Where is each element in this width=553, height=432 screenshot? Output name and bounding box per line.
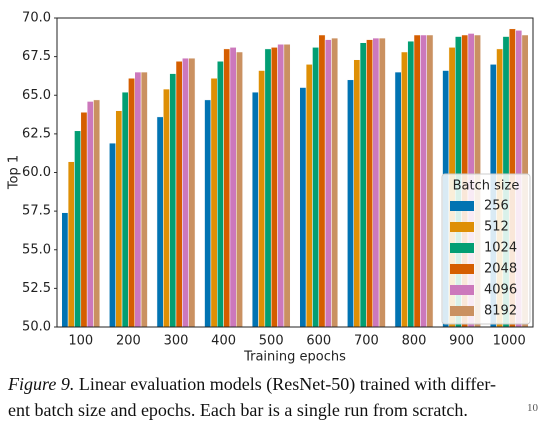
legend-label: 8192 [484, 304, 517, 319]
x-tick-label: 1000 [493, 334, 526, 349]
legend-swatch [450, 201, 474, 211]
x-tick-label: 500 [259, 334, 284, 349]
x-tick-label: 200 [116, 334, 141, 349]
legend-swatch [450, 222, 474, 232]
y-tick-label: 65.0 [22, 88, 51, 103]
bar [394, 71, 402, 328]
plot-frame [56, 17, 534, 328]
bar [258, 70, 266, 328]
caption-line: Figure 9. Linear evaluation models (ResN… [8, 374, 553, 395]
legend-swatch [450, 264, 474, 274]
bar [109, 142, 116, 328]
bar [121, 91, 129, 328]
x-tick-label: 300 [164, 334, 189, 349]
x-tick-label: 400 [211, 334, 236, 349]
bar [229, 47, 237, 328]
legend-label: 4096 [484, 283, 517, 298]
legend-swatch [450, 306, 474, 316]
chart: Top 1 Training epochs 50.0 52.5 55.0 57.5 60… [7, 11, 534, 365]
bar [401, 51, 408, 328]
x-tick-label: 100 [68, 334, 93, 349]
legend-label: 512 [484, 220, 509, 235]
bar [86, 101, 94, 328]
caption-line: ent batch size and epochs. Each bar is a… [8, 400, 468, 420]
caption-label: Figure 9. [8, 374, 75, 394]
bar [426, 34, 434, 328]
legend-swatch [450, 243, 474, 253]
bar [128, 78, 135, 328]
bar [80, 111, 88, 328]
bar [115, 110, 123, 328]
bar [169, 73, 177, 328]
y-tick-label: 55.0 [22, 242, 51, 257]
bar [318, 34, 326, 328]
bar [140, 71, 148, 328]
y-tick-label: 52.5 [22, 281, 51, 296]
y-tick-label: 57.5 [22, 204, 51, 219]
bar [223, 48, 231, 328]
bar [283, 44, 291, 328]
bar [413, 34, 421, 328]
page-number: 10 [527, 402, 538, 414]
bar [312, 47, 320, 328]
bar [277, 44, 285, 328]
x-axis-label: Training epochs [243, 350, 346, 365]
legend-swatch [450, 285, 474, 295]
bar [331, 37, 339, 328]
bar [299, 87, 307, 328]
bar [366, 39, 373, 328]
bar [359, 42, 367, 328]
bar [305, 64, 313, 328]
x-tick-label: 600 [306, 334, 331, 349]
bar [74, 130, 82, 328]
bar [210, 78, 218, 328]
bar [353, 59, 361, 328]
bar [407, 40, 415, 328]
bar [217, 61, 224, 328]
bar [182, 57, 189, 328]
legend-label: 1024 [484, 241, 517, 256]
bar [347, 79, 354, 328]
bar [251, 91, 259, 328]
y-tick-label: 62.5 [22, 126, 51, 141]
bar [134, 71, 142, 328]
y-tick-label: 60.0 [22, 165, 51, 180]
bar [188, 57, 196, 328]
y-axis-label: Top 1 [7, 155, 22, 190]
x-tick-label: 900 [449, 334, 474, 349]
bar [372, 37, 380, 328]
x-tick-label: 800 [402, 334, 427, 349]
caption-text: Linear evaluation models (ResNet-50) tra… [78, 374, 496, 394]
bar [324, 39, 332, 328]
bar [163, 88, 170, 328]
x-tick-label: 700 [354, 334, 379, 349]
bar [236, 51, 243, 328]
bar [204, 99, 212, 328]
bar [156, 116, 164, 328]
bar [61, 212, 69, 328]
bar [420, 34, 427, 328]
bar [378, 37, 386, 328]
y-tick-label: 70.0 [22, 11, 51, 26]
legend-label: 256 [484, 199, 509, 214]
y-tick-label: 67.5 [22, 49, 51, 64]
y-tick-label: 50.0 [22, 320, 51, 335]
legend-title: Batch size [453, 179, 520, 194]
bar [67, 161, 75, 328]
bar [264, 48, 272, 328]
bar [270, 47, 278, 328]
legend-label: 2048 [484, 262, 517, 277]
bar [93, 99, 101, 328]
bar [175, 61, 183, 328]
